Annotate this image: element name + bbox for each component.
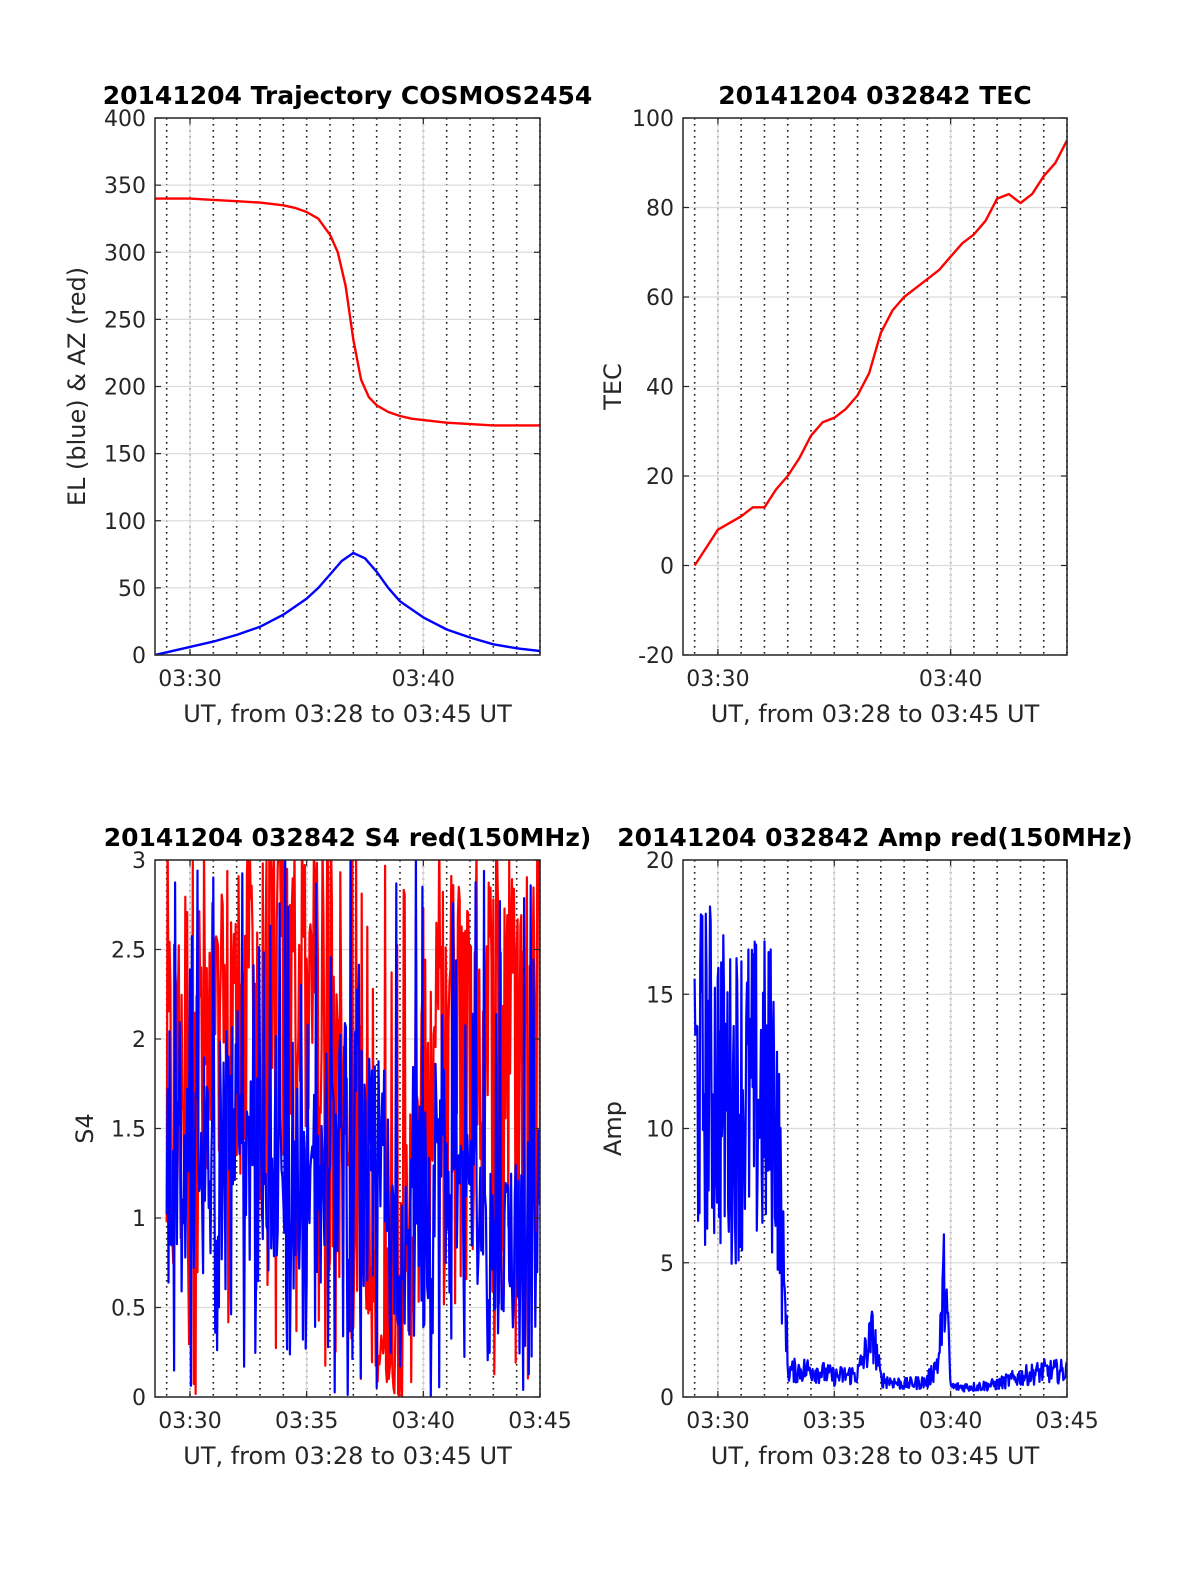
y-tick-label: 15	[646, 983, 674, 1008]
panel-4: 0 5 10 15 20 03:30 03:35 03:40 03:45 20141204 032…	[599, 823, 1133, 1470]
series-line-2	[155, 551, 540, 655]
panel-2: -20 0 20 40 60 80 100 03:30 03:40 20141204 032842…	[599, 81, 1068, 728]
y-axis-label: S4	[71, 1113, 99, 1144]
panel-1: 0 50 100 150 200 250 300 350 400 03:30 03:40 201412…	[63, 81, 592, 728]
x-tick-label: 03:40	[392, 667, 455, 692]
y-tick-label: 2	[132, 1028, 146, 1053]
x-tick-label: 03:30	[686, 1409, 749, 1434]
x-tick-label: 03:45	[508, 1409, 571, 1434]
series-line-2	[165, 860, 540, 1397]
chart-title: 20141204 032842 S4 red(150MHz)	[104, 823, 592, 852]
y-tick-label: 50	[118, 577, 146, 602]
chart-title: 20141204 032842 Amp red(150MHz)	[617, 823, 1133, 852]
y-tick-label: 1	[132, 1207, 146, 1232]
y-tick-label: 3	[132, 849, 146, 874]
series-group	[693, 905, 1067, 1393]
y-tick-label: 1.5	[111, 1118, 146, 1143]
x-tick-label: 03:40	[392, 1409, 455, 1434]
y-axis-label: EL (blue) & AZ (red)	[63, 267, 91, 506]
x-axis-label: UT, from 03:28 to 03:45 UT	[183, 700, 512, 728]
x-axis-label: UT, from 03:28 to 03:45 UT	[711, 1442, 1040, 1470]
x-tick-label: 03:30	[158, 667, 221, 692]
x-tick-label: 03:40	[919, 1409, 982, 1434]
y-tick-label: 100	[632, 107, 674, 132]
y-tick-label: 0.5	[111, 1297, 146, 1322]
series-line-1	[155, 197, 540, 427]
series-line-1	[693, 905, 1067, 1393]
x-axis-label: UT, from 03:28 to 03:45 UT	[183, 1442, 512, 1470]
y-tick-label: 20	[646, 849, 674, 874]
y-tick-label: 0	[660, 1386, 674, 1411]
y-axis-label: TEC	[599, 363, 627, 411]
y-tick-label: 200	[104, 376, 146, 401]
y-tick-label: 400	[104, 107, 146, 132]
panel-3: 0 0.5 1 1.5 2 2.5 3 03:30 03:35 03:40 03:45 2014120…	[71, 823, 592, 1470]
y-tick-label: 100	[104, 510, 146, 535]
series-line-1	[693, 139, 1067, 567]
chart-title: 20141204 032842 TEC	[718, 81, 1031, 110]
y-tick-label: 2.5	[111, 939, 146, 964]
series-group	[155, 197, 540, 655]
x-axis-label: UT, from 03:28 to 03:45 UT	[711, 700, 1040, 728]
y-tick-label: 250	[104, 308, 146, 333]
y-tick-label: 150	[104, 443, 146, 468]
y-tick-label: -20	[638, 644, 674, 669]
series-group	[693, 139, 1067, 567]
x-tick-label: 03:40	[919, 667, 982, 692]
y-tick-label: 350	[104, 174, 146, 199]
y-tick-label: 20	[646, 465, 674, 490]
y-tick-label: 60	[646, 286, 674, 311]
y-axis-label: Amp	[599, 1101, 627, 1156]
x-tick-label: 03:35	[275, 1409, 338, 1434]
y-tick-label: 0	[132, 1386, 146, 1411]
y-tick-label: 0	[660, 555, 674, 580]
y-tick-label: 40	[646, 376, 674, 401]
x-tick-label: 03:45	[1035, 1409, 1098, 1434]
chart-title: 20141204 Trajectory COSMOS2454	[103, 81, 593, 110]
y-tick-label: 80	[646, 197, 674, 222]
x-tick-label: 03:30	[158, 1409, 221, 1434]
y-tick-label: 5	[660, 1252, 674, 1277]
y-tick-label: 0	[132, 644, 146, 669]
y-tick-label: 300	[104, 241, 146, 266]
series-group	[165, 860, 540, 1397]
x-tick-label: 03:30	[686, 667, 749, 692]
y-tick-label: 10	[646, 1118, 674, 1143]
x-tick-label: 03:35	[803, 1409, 866, 1434]
